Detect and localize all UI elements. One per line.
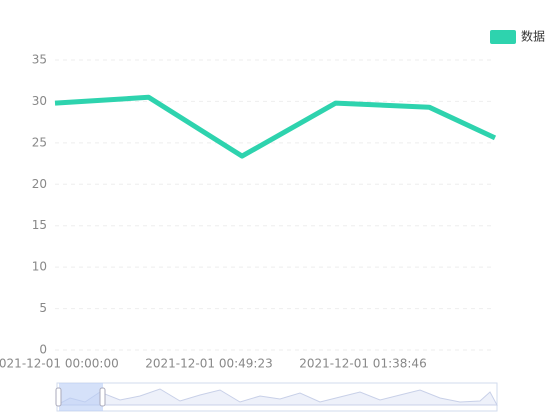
slider-window[interactable] — [59, 383, 103, 411]
legend-label: 数据 — [521, 29, 545, 44]
x-tick-label: 2021-12-01 00:00:00 — [0, 357, 119, 371]
y-tick-label: 20 — [32, 177, 47, 191]
x-tick-label: 2021-12-01 00:49:23 — [145, 357, 272, 371]
slider-preview — [56, 388, 498, 406]
slider-handle[interactable] — [99, 387, 106, 407]
y-tick-label: 10 — [32, 260, 47, 274]
y-tick-label: 0 — [39, 343, 47, 357]
y-tick-label: 15 — [32, 218, 47, 232]
y-tick-label: 30 — [32, 94, 47, 108]
legend-swatch — [490, 30, 516, 44]
data-zoom-slider[interactable] — [55, 382, 498, 412]
y-tick-label: 35 — [32, 53, 47, 67]
y-tick-label: 25 — [32, 135, 47, 149]
line — [54, 94, 497, 159]
y-tick-label: 5 — [39, 301, 47, 315]
x-tick-label: 2021-12-01 01:38:46 — [299, 357, 426, 371]
slider-handle[interactable] — [55, 387, 62, 407]
